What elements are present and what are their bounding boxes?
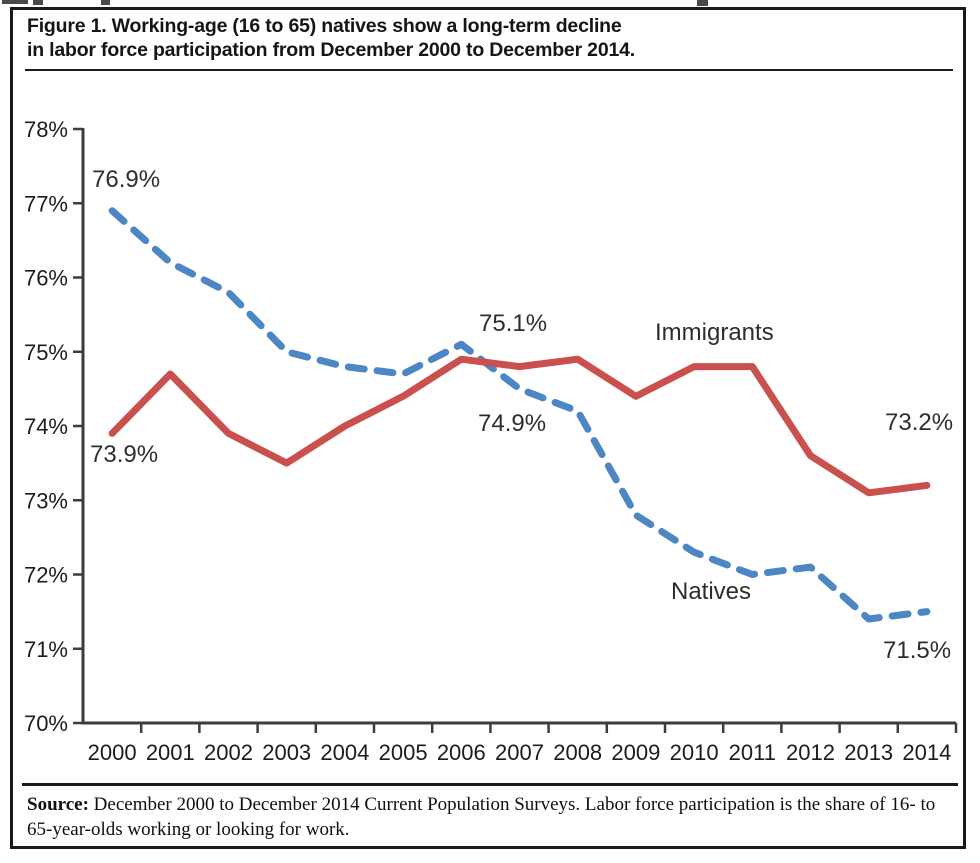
x-tick-label: 2006 — [437, 740, 486, 765]
x-tick-label: 2010 — [670, 740, 719, 765]
x-tick-label: 2012 — [786, 740, 835, 765]
y-tick-label: 75% — [24, 340, 68, 365]
figure-title: Figure 1. Working-age (16 to 65) natives… — [27, 15, 727, 63]
series-line-immigrants — [108, 355, 931, 497]
x-tick-label: 2005 — [379, 740, 428, 765]
y-tick-label: 72% — [24, 563, 68, 588]
annotation-71-5-: 71.5% — [883, 637, 951, 664]
y-tick-label: 74% — [24, 414, 68, 439]
x-tick-label: 2011 — [729, 740, 776, 765]
cropped-glyph-fragment — [2, 0, 28, 4]
x-tick-label: 2009 — [611, 740, 660, 765]
x-tick-label: 2013 — [844, 740, 893, 765]
source-note: Source: December 2000 to December 2014 C… — [27, 792, 952, 843]
annotation-73-9-: 73.9% — [90, 441, 158, 468]
x-tick-label: 2002 — [204, 740, 253, 765]
annotation-natives: Natives — [671, 578, 751, 605]
series-line-natives — [108, 207, 931, 623]
annotation-76-9-: 76.9% — [92, 166, 160, 193]
figure-box — [10, 7, 966, 849]
y-tick-label: 70% — [24, 711, 68, 736]
y-tick-label: 76% — [24, 266, 68, 291]
x-tick-label: 2014 — [902, 740, 951, 765]
title-divider-rule — [25, 69, 953, 71]
x-tick-label: 2001 — [146, 740, 195, 765]
x-tick-label: 2000 — [88, 740, 137, 765]
y-tick-label: 71% — [24, 637, 68, 662]
annotation-73-2-: 73.2% — [885, 409, 953, 436]
y-tick-label: 77% — [24, 191, 68, 216]
annotation-immigrants: Immigrants — [655, 319, 774, 346]
source-text: December 2000 to December 2014 Current P… — [27, 794, 936, 841]
x-tick-label: 2003 — [262, 740, 311, 765]
cropped-glyph-fragment — [101, 0, 110, 5]
y-tick-label: 78% — [24, 117, 68, 142]
cropped-glyph-fragment — [697, 0, 708, 6]
figure-title-line1: Figure 1. Working-age (16 to 65) natives… — [27, 15, 622, 37]
cropped-glyph-fragment — [33, 0, 43, 5]
source-label: Source: — [27, 794, 89, 815]
source-divider-rule — [22, 783, 958, 786]
annotation-74-9-: 74.9% — [478, 410, 546, 437]
figure-title-line2: in labor force participation from Decemb… — [27, 38, 635, 61]
y-tick-label: 73% — [24, 488, 68, 513]
x-tick-label: 2004 — [320, 740, 369, 765]
x-tick-label: 2008 — [553, 740, 602, 765]
annotation-75-1-: 75.1% — [479, 310, 547, 337]
x-tick-label: 2007 — [495, 740, 544, 765]
